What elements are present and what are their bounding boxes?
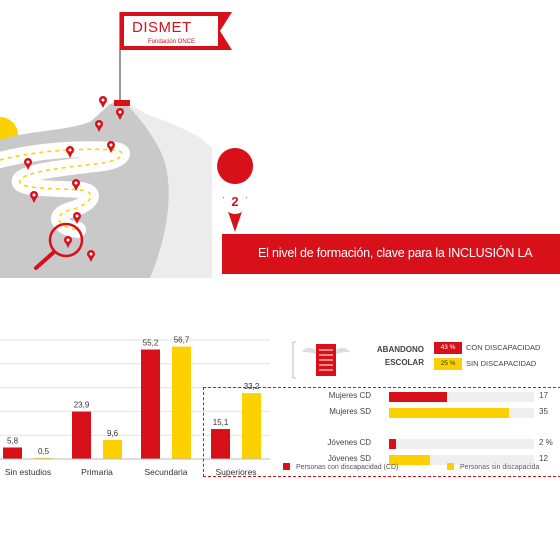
row-bar <box>389 439 396 449</box>
row-bar <box>389 392 448 402</box>
category-label: Secundaria <box>144 467 187 477</box>
abandono-sd-value: 25 % <box>434 358 462 370</box>
row-value: 35 <box>539 407 548 416</box>
logo-panel <box>124 16 218 46</box>
bar-value-label: 0,5 <box>38 447 50 456</box>
legend-cd: Personas con discapacidad (CD) <box>283 463 398 471</box>
mountain-illustration <box>0 12 254 278</box>
pin-icon <box>30 191 38 203</box>
category-label: Sin estudios <box>5 467 51 477</box>
row-label: Jóvenes CD <box>327 438 371 447</box>
bar-sd-3 <box>242 393 261 459</box>
bar-value-label: 23,9 <box>74 401 90 410</box>
abandono-title-line2: ESCOLAR <box>384 358 424 367</box>
row-track <box>389 392 534 402</box>
row-value: 12 <box>539 454 548 463</box>
bar-sd-1 <box>103 439 122 459</box>
bar-value-label: 55,2 <box>143 339 159 348</box>
step-number: 2 <box>231 194 239 209</box>
bar-value-label: 33,2 <box>244 382 260 391</box>
pin-icon <box>87 250 95 262</box>
flag-base <box>114 100 130 106</box>
row-track <box>389 455 534 465</box>
gender-youth-panel: Mujeres CD 17 Mujeres SD 35 Jóvenes CD 2 % Jóv… <box>203 387 560 477</box>
abandono-title: ABANDONO ESCOLAR <box>362 343 424 369</box>
pin-icon <box>116 108 124 120</box>
pin-icon <box>72 179 80 191</box>
abandono-title-line1: ABANDONO <box>376 345 424 354</box>
pin-icon <box>64 236 72 248</box>
bar-cd-2 <box>141 349 160 459</box>
step-pin-center <box>223 190 247 214</box>
pin-icon <box>107 141 115 153</box>
legend-cd-swatch <box>283 463 290 470</box>
education-bar-chart: 5,8 0,5 Sin estudios 23,9 9,6 Primaria 55,2 56,… <box>0 336 270 477</box>
category-label: Superiores <box>215 467 256 477</box>
pin-icon <box>95 120 103 132</box>
abandono-icon <box>292 341 350 379</box>
abandono-cd-value: 43 % <box>434 342 462 354</box>
row-value: 17 <box>539 391 548 400</box>
bar-value-label: 5,8 <box>7 436 19 445</box>
bar-cd-1 <box>72 411 91 459</box>
bar-value-label: 56,7 <box>174 336 190 345</box>
bar-value-label: 9,6 <box>107 429 119 438</box>
bar-cd-3 <box>211 429 230 459</box>
row-bar <box>389 455 431 465</box>
pin-icon <box>73 212 81 224</box>
section-banner: El nivel de formación, clave para la INC… <box>222 234 560 274</box>
row-label: Mujeres CD <box>328 391 371 400</box>
row-bar <box>389 408 509 418</box>
legend-sd: Personas sin discapacida <box>447 463 539 471</box>
step-pin: 2 <box>216 185 254 233</box>
legend-sd-label: Personas sin discapacida <box>460 464 540 471</box>
pin-icon <box>24 158 32 170</box>
legend-sd-swatch <box>447 463 454 470</box>
magnifier-handle <box>34 250 56 270</box>
abandono-cd-label: CON DISCAPACIDAD <box>466 343 541 352</box>
legend-cd-label: Personas con discapacidad (CD) <box>296 464 399 471</box>
abandono-escolar: ABANDONO ESCOLAR 43 % CON DISCAPACIDAD 2… <box>292 338 560 380</box>
road-dashes <box>0 148 123 231</box>
abandono-sd-label: SIN DISCAPACIDAD <box>466 359 537 368</box>
category-label: Primaria <box>81 467 113 477</box>
row-value: 2 % <box>539 438 553 447</box>
pin-icon <box>66 146 74 158</box>
row-label: Jóvenes SD <box>327 454 371 463</box>
pin-icon <box>99 96 107 108</box>
bar-value-label: 15,1 <box>213 418 229 427</box>
logo-subtitle: Fundación ONCE <box>148 39 196 45</box>
row-track <box>389 439 534 449</box>
location-pins <box>24 96 124 262</box>
row-label: Mujeres SD <box>329 407 371 416</box>
bar-cd-0 <box>3 447 22 459</box>
logo-name: DISMET <box>132 19 192 36</box>
magnifier-icon <box>48 222 84 258</box>
mountain-light-face <box>122 100 212 278</box>
banner-text: El nivel de formación, clave para la INC… <box>258 246 533 260</box>
step-pin-icon <box>217 148 254 184</box>
bar-sd-2 <box>172 346 191 459</box>
